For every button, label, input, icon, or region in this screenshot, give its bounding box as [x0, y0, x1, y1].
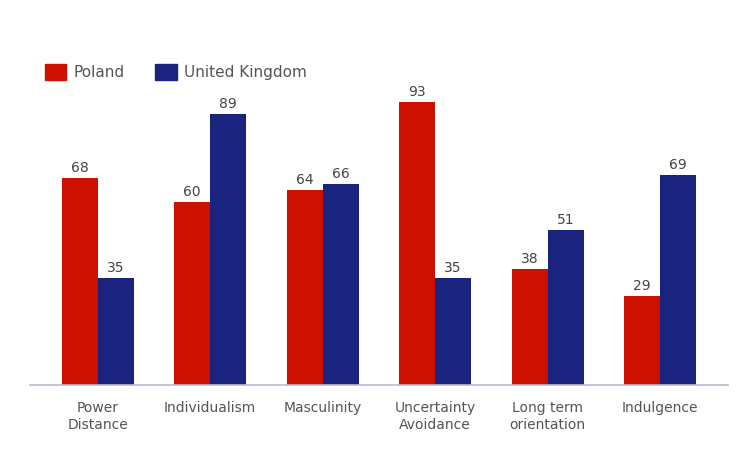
Legend: Poland, United Kingdom: Poland, United Kingdom [44, 64, 308, 80]
Bar [624, 296, 660, 385]
Bar [548, 229, 584, 385]
Text: 66: 66 [332, 167, 350, 181]
Bar [435, 278, 471, 385]
Text: 35: 35 [444, 261, 462, 275]
Bar [62, 178, 98, 385]
Text: 38: 38 [520, 252, 538, 266]
Text: 68: 68 [70, 161, 88, 175]
Bar [286, 190, 322, 385]
Bar [399, 102, 435, 385]
Text: 89: 89 [219, 97, 237, 111]
Text: 29: 29 [633, 280, 651, 294]
Text: 35: 35 [106, 261, 124, 275]
Bar [98, 278, 134, 385]
Text: 69: 69 [669, 158, 687, 172]
Bar [174, 202, 210, 385]
Bar [210, 114, 246, 385]
Text: 60: 60 [183, 185, 201, 199]
Bar [512, 269, 548, 385]
Text: 93: 93 [408, 85, 426, 99]
Text: 51: 51 [556, 212, 574, 227]
Bar [322, 184, 358, 385]
Text: 64: 64 [296, 173, 314, 187]
Bar [660, 175, 696, 385]
